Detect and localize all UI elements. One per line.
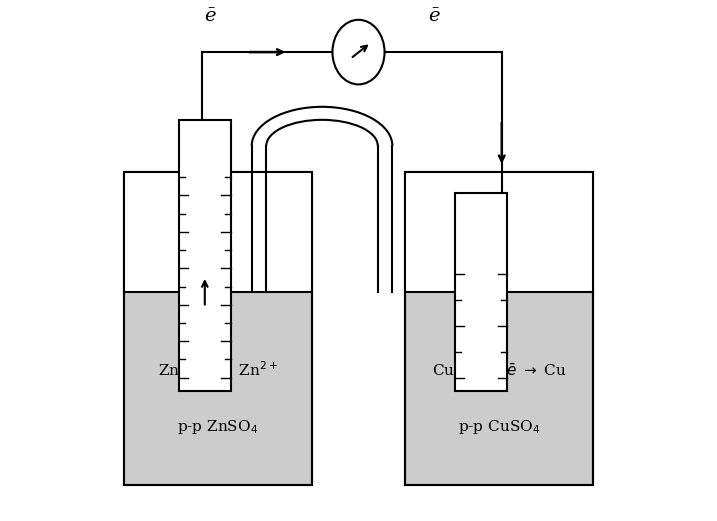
Text: (+): (+) xyxy=(467,281,495,299)
Text: $\mathregular{\bar{e}}$: $\mathregular{\bar{e}}$ xyxy=(428,8,440,26)
Text: $\mathregular{\bar{e}}$: $\mathregular{\bar{e}}$ xyxy=(199,320,210,338)
Text: Cu$^{2+}$ + 2$\bar{e}$ $\rightarrow$ Cu: Cu$^{2+}$ + 2$\bar{e}$ $\rightarrow$ Cu xyxy=(432,361,566,379)
Bar xyxy=(124,172,312,485)
Text: анод: анод xyxy=(186,177,224,191)
Text: Zn$-$2$\bar{e}$ $\rightarrow$ Zn$^{2+}$: Zn$-$2$\bar{e}$ $\rightarrow$ Zn$^{2+}$ xyxy=(158,361,277,379)
Bar xyxy=(455,193,507,391)
Bar xyxy=(405,172,593,485)
Text: катод: катод xyxy=(458,250,503,264)
Text: р-р CuSO$_4$: р-р CuSO$_4$ xyxy=(458,418,541,436)
Text: Zn: Zn xyxy=(193,146,217,163)
Bar xyxy=(405,172,593,292)
Text: $\mathregular{\bar{e}}$: $\mathregular{\bar{e}}$ xyxy=(204,8,217,26)
Bar xyxy=(124,172,312,485)
Bar xyxy=(124,172,312,292)
Text: (−): (−) xyxy=(191,208,218,226)
Bar xyxy=(405,172,593,485)
Text: р-р ZnSO$_4$: р-р ZnSO$_4$ xyxy=(177,418,258,436)
Bar xyxy=(179,120,231,391)
Text: Cu: Cu xyxy=(468,219,493,236)
